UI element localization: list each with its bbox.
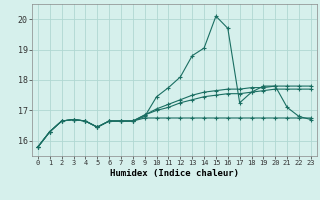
- X-axis label: Humidex (Indice chaleur): Humidex (Indice chaleur): [110, 169, 239, 178]
